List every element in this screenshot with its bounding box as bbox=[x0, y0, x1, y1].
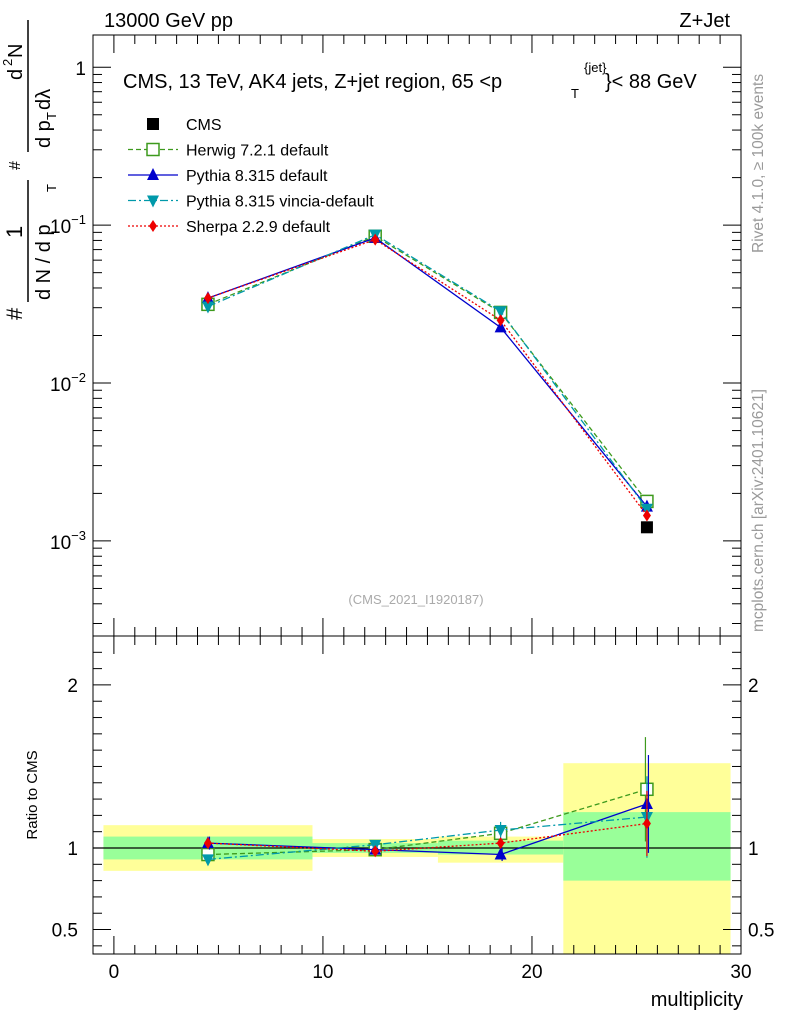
legend-label-1: Herwig 7.2.1 default bbox=[186, 143, 329, 160]
plot-title-tail: }< 88 GeV bbox=[605, 71, 697, 93]
ratio-axis-ticks bbox=[92, 636, 742, 954]
ratio-point-3-1 bbox=[371, 845, 380, 858]
main-y-tick-labels: 10−3 10−2 10−1 1 bbox=[50, 59, 86, 554]
ratio-y-tick-label-left: 0.5 bbox=[52, 921, 78, 942]
main-line-2 bbox=[207, 237, 648, 508]
ratio-y-tick-label-left: 1 bbox=[67, 839, 78, 860]
ratio-point-3-2 bbox=[496, 837, 505, 850]
header-right: Z+Jet bbox=[679, 10, 730, 32]
main-y-axis-label: # 1 d N / d p T # d 2 N d p T dλ bbox=[0, 20, 59, 320]
legend: CMS Herwig 7.2.1 default Pythia 8.315 defa… bbox=[128, 117, 374, 236]
ratio-plot-frame bbox=[92, 635, 742, 955]
legend-marker-3 bbox=[147, 195, 159, 208]
main-point-4-2 bbox=[496, 314, 505, 327]
x-axis-label: multiplicity bbox=[651, 989, 743, 1011]
ratio-line-2 bbox=[207, 816, 647, 861]
x-tick-label: 30 bbox=[730, 962, 751, 983]
main-line-4 bbox=[207, 238, 648, 516]
ylabel-num-2-sup: 2 bbox=[0, 59, 15, 66]
x-tick-labels: 0 10 20 30 bbox=[109, 962, 752, 983]
main-point-4-0 bbox=[203, 292, 212, 305]
rivet-label: Rivet 4.1.0, ≥ 100k events bbox=[750, 74, 767, 253]
mcplots-label: mcplots.cern.ch [arXiv:2401.10621] bbox=[750, 389, 767, 632]
legend-marker-2 bbox=[147, 168, 159, 180]
legend-marker-0 bbox=[147, 118, 159, 130]
ylabel-den-2-sub: T bbox=[44, 112, 59, 120]
main-series bbox=[201, 229, 654, 534]
legend-label-3: Pythia 8.315 vincia-default bbox=[186, 194, 374, 211]
y-tick-label: 10−2 bbox=[50, 370, 86, 396]
ratio-line-1 bbox=[207, 803, 648, 856]
x-tick-label: 0 bbox=[109, 962, 120, 983]
ylabel-num-1: 1 bbox=[2, 226, 27, 238]
ratio-series bbox=[201, 737, 654, 867]
ylabel-den-2-tail: dλ bbox=[33, 89, 55, 110]
main-point-2-2 bbox=[494, 320, 507, 333]
main-point-3-2 bbox=[494, 306, 507, 319]
ylabel-hash-1: # bbox=[2, 307, 27, 320]
main-line-1 bbox=[207, 235, 648, 502]
main-point-3-0 bbox=[201, 301, 214, 314]
legend-label-0: CMS bbox=[186, 117, 222, 134]
ratio-point-3-0 bbox=[203, 837, 212, 850]
ylabel-num-2-N: N bbox=[5, 44, 27, 58]
ylabel-den-1-sub: T bbox=[44, 184, 59, 192]
ratio-point-2-0 bbox=[201, 854, 214, 867]
legend-label-4: Sherpa 2.2.9 default bbox=[186, 219, 331, 236]
main-axis-ticks bbox=[92, 35, 742, 636]
ratio-y-tick-label-right: 0.5 bbox=[748, 921, 774, 942]
main-line-3 bbox=[207, 233, 648, 510]
main-point-0-0 bbox=[640, 521, 653, 534]
plot-title-sup: {jet} bbox=[584, 60, 607, 75]
ratio-point-3-3 bbox=[642, 817, 651, 830]
y-tick-label: 1 bbox=[75, 59, 86, 80]
plot-title: CMS, 13 TeV, AK4 jets, Z+jet region, 65 … bbox=[123, 60, 697, 101]
main-point-4-3 bbox=[642, 509, 651, 522]
legend-marker-1 bbox=[146, 142, 160, 157]
ratio-point-1-2 bbox=[494, 847, 507, 860]
analysis-watermark: (CMS_2021_I1920187) bbox=[348, 592, 483, 607]
header-left: 13000 GeV pp bbox=[104, 10, 233, 32]
x-tick-label: 20 bbox=[521, 962, 542, 983]
x-tick-label: 10 bbox=[312, 962, 333, 983]
plot-title-sub: T bbox=[571, 86, 579, 101]
ratio-y-axis-label: Ratio to CMS bbox=[24, 750, 41, 839]
ylabel-den-1: d N / d p bbox=[33, 224, 55, 300]
ylabel-hash-2: # bbox=[7, 161, 24, 170]
plot-title-main: CMS, 13 TeV, AK4 jets, Z+jet region, 65 … bbox=[123, 71, 502, 93]
y-tick-label: 10−3 bbox=[50, 528, 86, 554]
ratio-y-tick-label-right: 1 bbox=[748, 839, 759, 860]
legend-marker-4 bbox=[149, 220, 157, 232]
ylabel-den-2: d p bbox=[33, 120, 55, 148]
ratio-y-tick-label-left: 2 bbox=[67, 676, 78, 697]
ratio-y-tick-labels: 0.5 0.5 1 1 2 2 bbox=[52, 676, 775, 942]
ratio-y-tick-label-right: 2 bbox=[748, 676, 759, 697]
main-point-4-1 bbox=[371, 233, 380, 246]
ratio-point-2-2 bbox=[494, 825, 507, 838]
ylabel-num-2: d bbox=[5, 69, 27, 80]
legend-label-2: Pythia 8.315 default bbox=[186, 168, 328, 185]
y-tick-label: 10−1 bbox=[50, 212, 86, 238]
